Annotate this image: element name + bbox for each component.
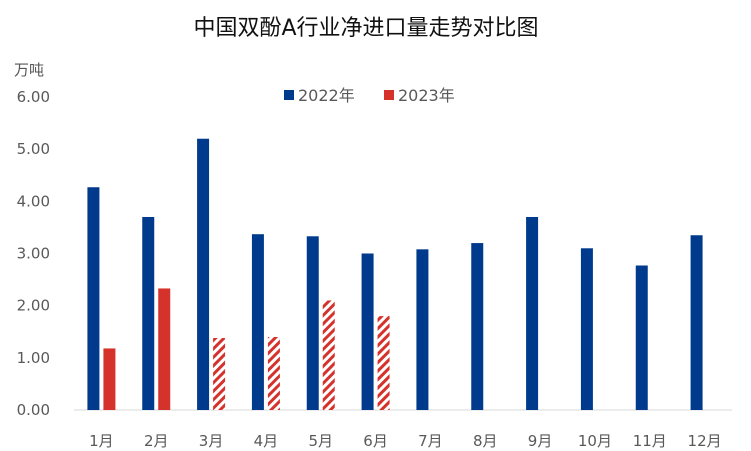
- legend: 2022年 2023年: [284, 86, 455, 105]
- bar-2023: [377, 316, 390, 410]
- x-tick-label: 8月: [473, 432, 498, 450]
- x-axis: 1月 2月 3月 4月 5月 6月 7月 8月 9月 10月 11月 12月: [89, 432, 721, 450]
- y-tick-label: 2.00: [17, 297, 50, 315]
- bar-2023: [103, 348, 116, 410]
- bar-2022: [361, 253, 374, 410]
- legend-label-2023: 2023年: [398, 86, 455, 105]
- bar-2022: [471, 243, 484, 410]
- y-tick-label: 0.00: [17, 401, 50, 419]
- x-tick-label: 4月: [254, 432, 279, 450]
- x-tick-label: 7月: [418, 432, 443, 450]
- bar-2022: [142, 216, 155, 410]
- bar-2022: [580, 248, 593, 410]
- y-axis: 0.00 1.00 2.00 3.00 4.00 5.00 6.00: [17, 88, 50, 419]
- bar-2022: [690, 235, 703, 410]
- bar-2023: [322, 300, 335, 410]
- x-tick-label: 3月: [199, 432, 224, 450]
- y-tick-label: 6.00: [17, 88, 50, 106]
- bar-2022: [635, 265, 648, 410]
- x-tick-label: 6月: [363, 432, 388, 450]
- x-tick-label: 2月: [144, 432, 169, 450]
- chart-title: 中国双酚A行业净进口量走势对比图: [193, 16, 538, 41]
- x-tick-label: 11月: [633, 432, 667, 450]
- legend-label-2022: 2022年: [298, 86, 355, 105]
- bar-2023: [158, 288, 171, 410]
- bar-2023: [267, 336, 280, 410]
- x-tick-label: 12月: [688, 432, 722, 450]
- bar-2022: [197, 138, 210, 410]
- y-tick-label: 1.00: [17, 349, 50, 367]
- x-tick-label: 1月: [89, 432, 114, 450]
- y-tick-label: 5.00: [17, 140, 50, 158]
- y-tick-label: 4.00: [17, 192, 50, 210]
- bar-2022: [306, 236, 319, 410]
- y-tick-label: 3.00: [17, 245, 50, 263]
- bar-2022: [416, 249, 429, 410]
- bar-2022: [526, 216, 539, 410]
- bar-2023: [213, 338, 226, 410]
- bars: [87, 138, 703, 410]
- x-tick-label: 9月: [528, 432, 553, 450]
- legend-swatch-2022: [284, 90, 294, 100]
- legend-swatch-2023: [384, 90, 394, 100]
- y-axis-unit: 万吨: [14, 61, 44, 79]
- bar-2022: [251, 234, 264, 410]
- x-tick-label: 5月: [308, 432, 333, 450]
- bar-2022: [87, 187, 100, 410]
- x-tick-label: 10月: [578, 432, 612, 450]
